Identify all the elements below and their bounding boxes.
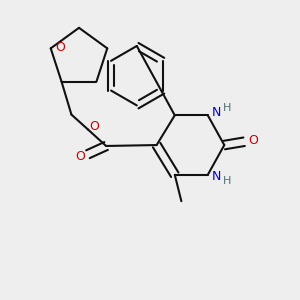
Text: O: O (90, 120, 100, 133)
Text: O: O (248, 134, 258, 147)
Text: H: H (223, 176, 231, 186)
Text: H: H (223, 103, 231, 113)
Text: O: O (55, 41, 65, 54)
Text: N: N (212, 106, 221, 118)
Text: N: N (212, 170, 221, 183)
Text: O: O (76, 150, 85, 164)
